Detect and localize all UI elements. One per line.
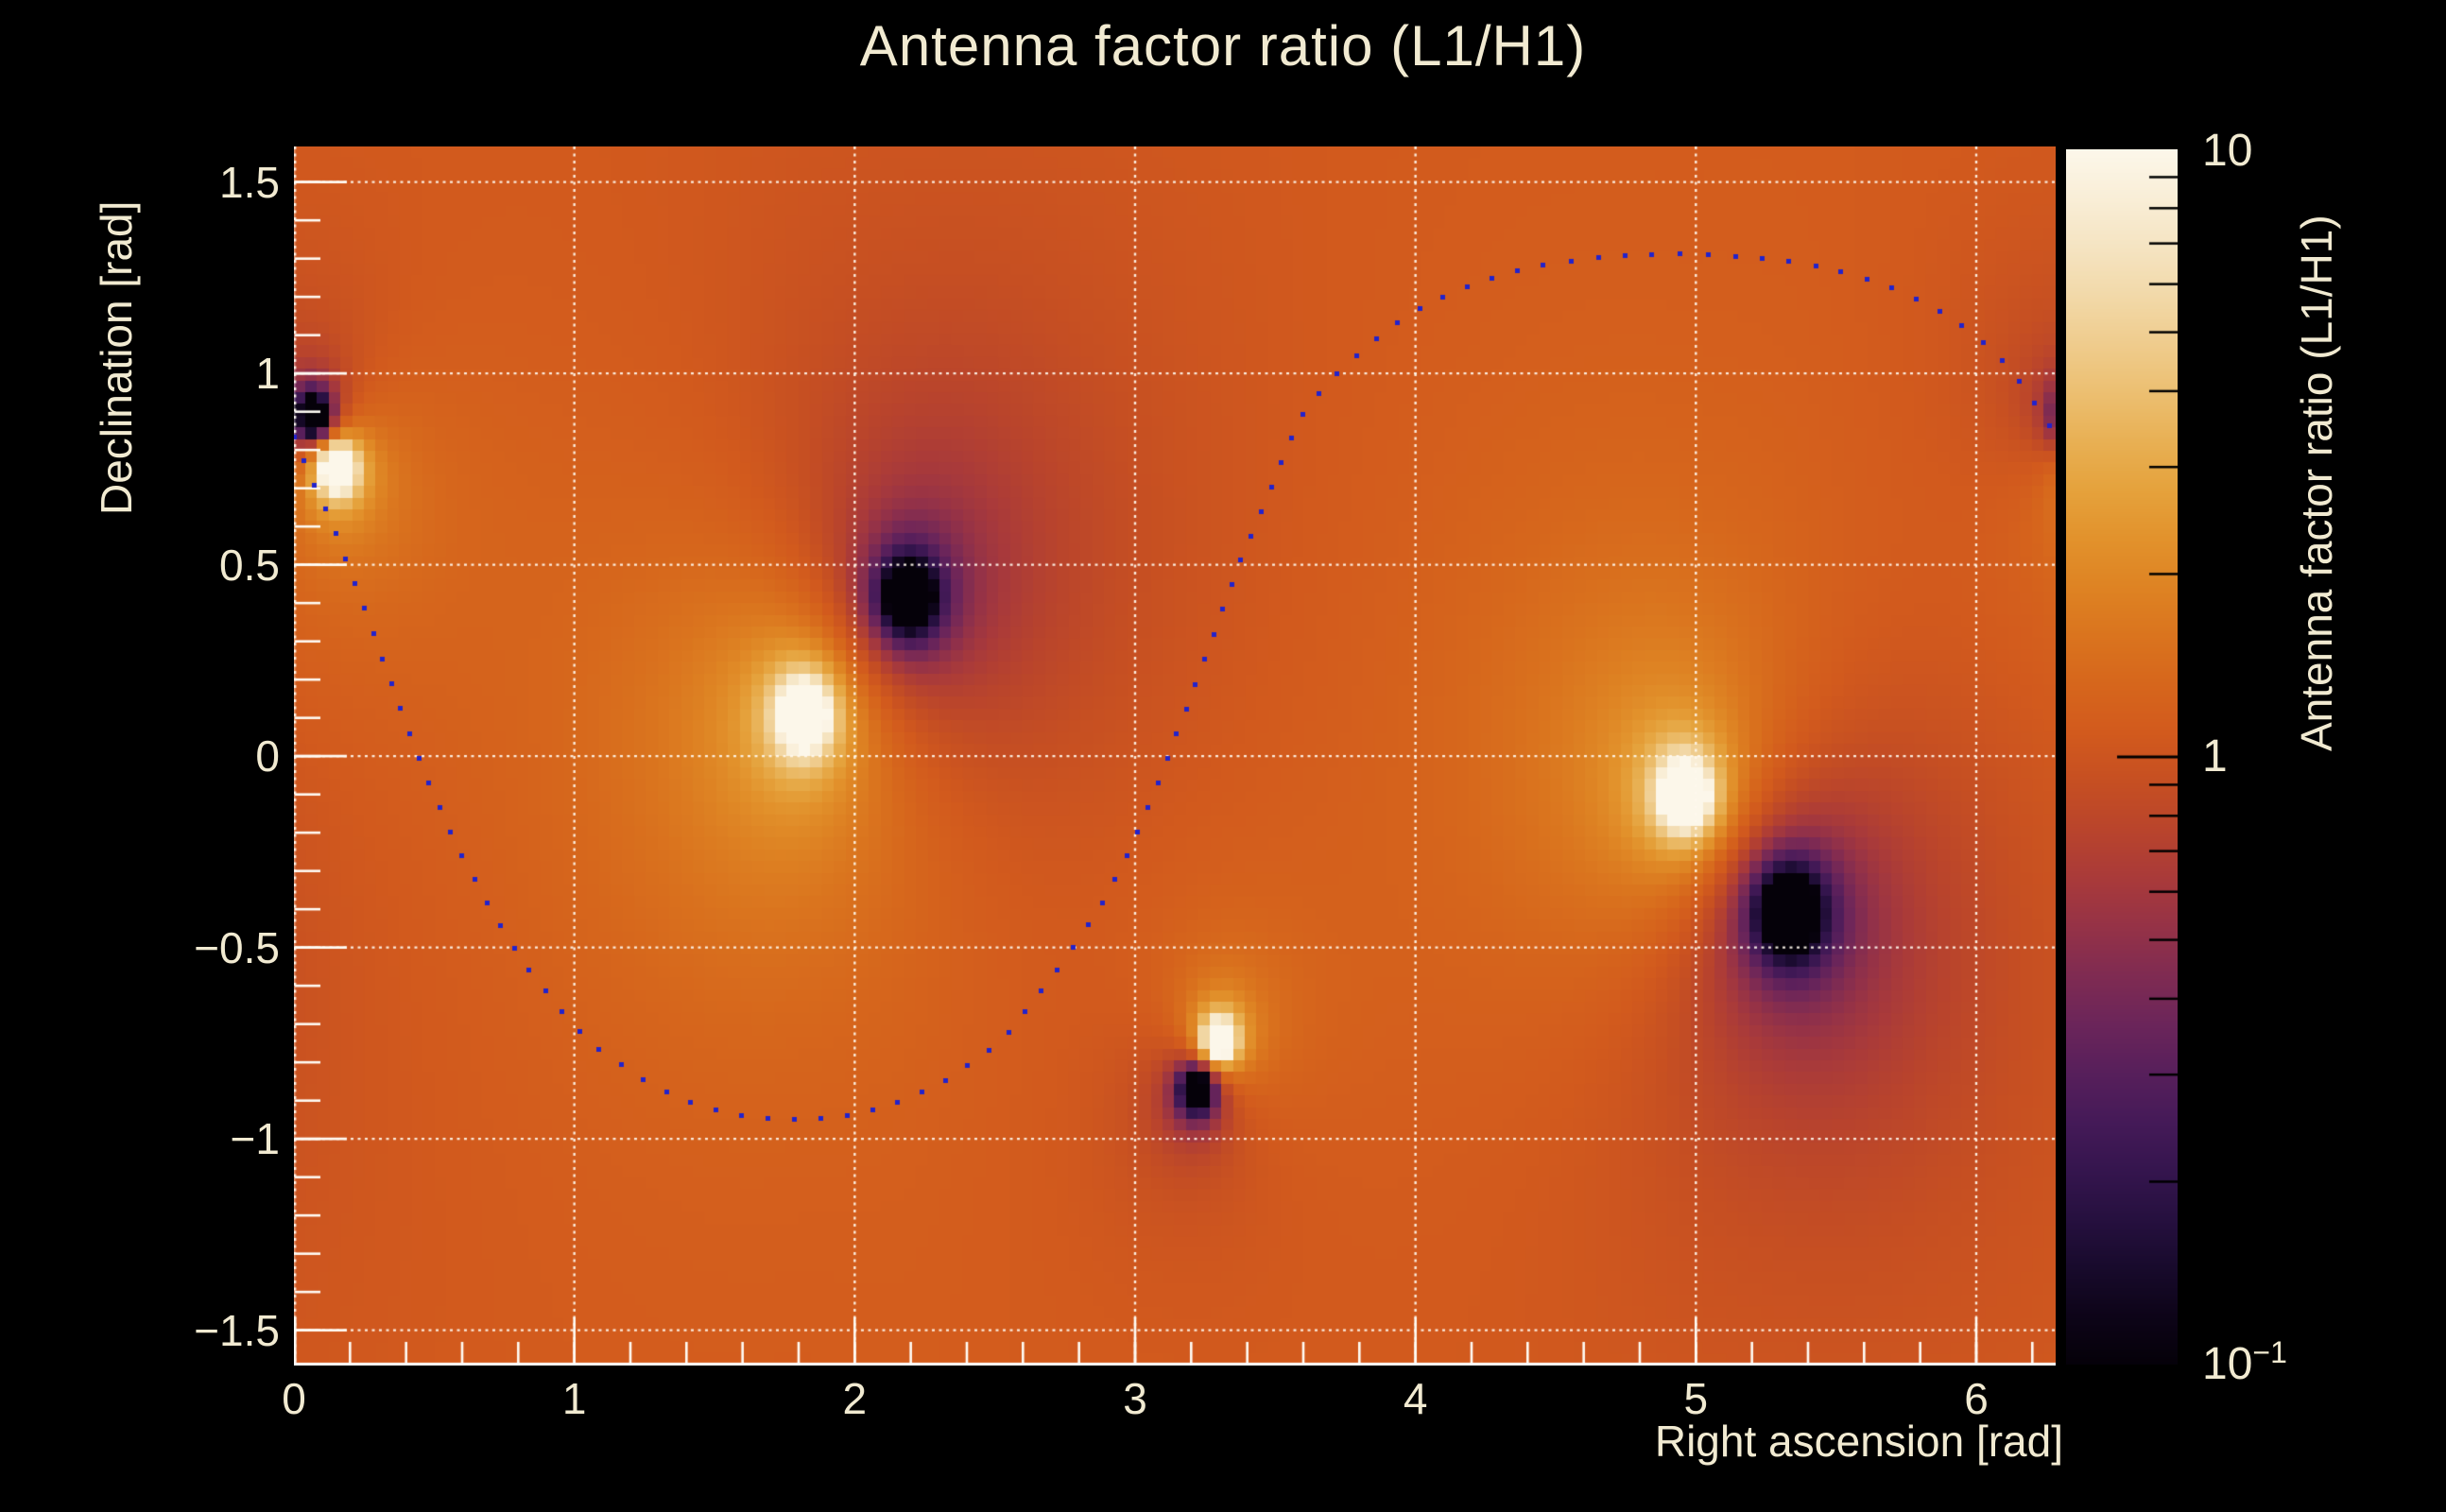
colorbar-max-label: 10 xyxy=(2202,126,2253,176)
y-tick-label: 0.5 xyxy=(219,540,280,590)
x-tick-label: 6 xyxy=(1964,1374,1989,1423)
y-tick-label: 0 xyxy=(255,731,280,782)
sky-heatmap-canvas xyxy=(294,146,2056,1366)
colorbar-mid-label: 1 xyxy=(2202,731,2228,782)
y-tick-label: −1 xyxy=(230,1114,280,1164)
y-tick-label: −0.5 xyxy=(194,922,280,972)
x-axis-title: Right ascension [rad] xyxy=(1654,1417,2063,1466)
x-tick-label: 0 xyxy=(282,1374,306,1423)
x-tick-label: 1 xyxy=(561,1374,587,1423)
y-tick-label: 1.5 xyxy=(219,157,280,207)
colorbar-min-label: 10−1 xyxy=(2202,1335,2287,1389)
x-tick-label: 5 xyxy=(1683,1374,1709,1423)
x-tick-label: 3 xyxy=(1123,1374,1147,1423)
plot-title: Antenna factor ratio (L1/H1) xyxy=(859,14,1587,77)
colorbar-gradient-canvas xyxy=(2066,149,2178,1365)
colorbar-title: Antenna factor ratio (L1/H1) xyxy=(2292,215,2341,751)
y-tick-label: −1.5 xyxy=(194,1305,280,1355)
x-tick-label: 4 xyxy=(1403,1374,1428,1423)
y-tick-label: 1 xyxy=(255,349,280,399)
x-tick-label: 2 xyxy=(842,1374,868,1423)
